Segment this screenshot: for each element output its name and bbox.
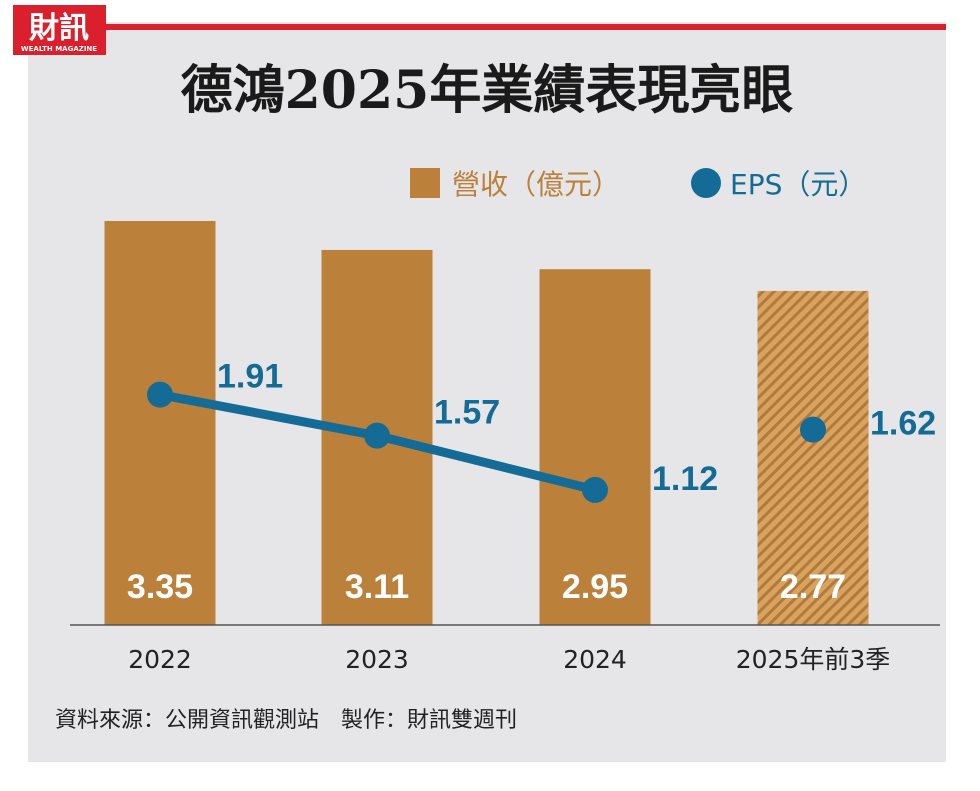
svg-text:財訊: 財訊 xyxy=(29,11,89,46)
revenue-value-label: 3.11 xyxy=(345,568,409,606)
legend-swatch-revenue xyxy=(410,168,440,198)
source-note: 資料來源：公開資訊觀測站 製作：財訊雙週刊 xyxy=(55,708,517,733)
legend-swatch-eps xyxy=(691,168,721,198)
eps-value-label: 1.62 xyxy=(870,405,936,443)
accent-line xyxy=(105,24,946,30)
revenue-bar xyxy=(104,220,216,626)
eps-point xyxy=(364,422,390,449)
eps-point xyxy=(582,476,608,503)
x-tick-label: 2022 xyxy=(128,645,192,674)
eps-value-label: 1.57 xyxy=(434,394,500,432)
eps-value-label: 1.12 xyxy=(652,460,718,498)
eps-line-segment xyxy=(159,390,378,441)
revenue-bar xyxy=(757,290,869,625)
eps-point xyxy=(147,381,173,408)
eps-value-label: 1.91 xyxy=(217,358,283,396)
legend-label-eps: EPS（元） xyxy=(730,168,866,201)
revenue-bar xyxy=(539,269,651,625)
revenue-value-label: 2.77 xyxy=(780,568,846,606)
revenue-value-label: 3.35 xyxy=(127,568,193,606)
eps-point xyxy=(800,416,826,443)
chart-title: 德鴻2025年業績表現亮眼 xyxy=(181,60,794,121)
eps-line-segment xyxy=(375,431,597,495)
legend: 營收（億元） EPS（元） xyxy=(410,168,866,201)
legend-label-revenue: 營收（億元） xyxy=(452,168,620,201)
x-tick-label: 2024 xyxy=(563,645,627,674)
x-tick-label: 2023 xyxy=(345,645,409,674)
svg-text:WEALTH MAGAZINE: WEALTH MAGAZINE xyxy=(21,45,97,53)
revenue-value-label: 2.95 xyxy=(562,568,628,606)
x-tick-label: 2025年前3季 xyxy=(736,645,891,674)
logo: 財訊 WEALTH MAGAZINE xyxy=(13,5,106,55)
